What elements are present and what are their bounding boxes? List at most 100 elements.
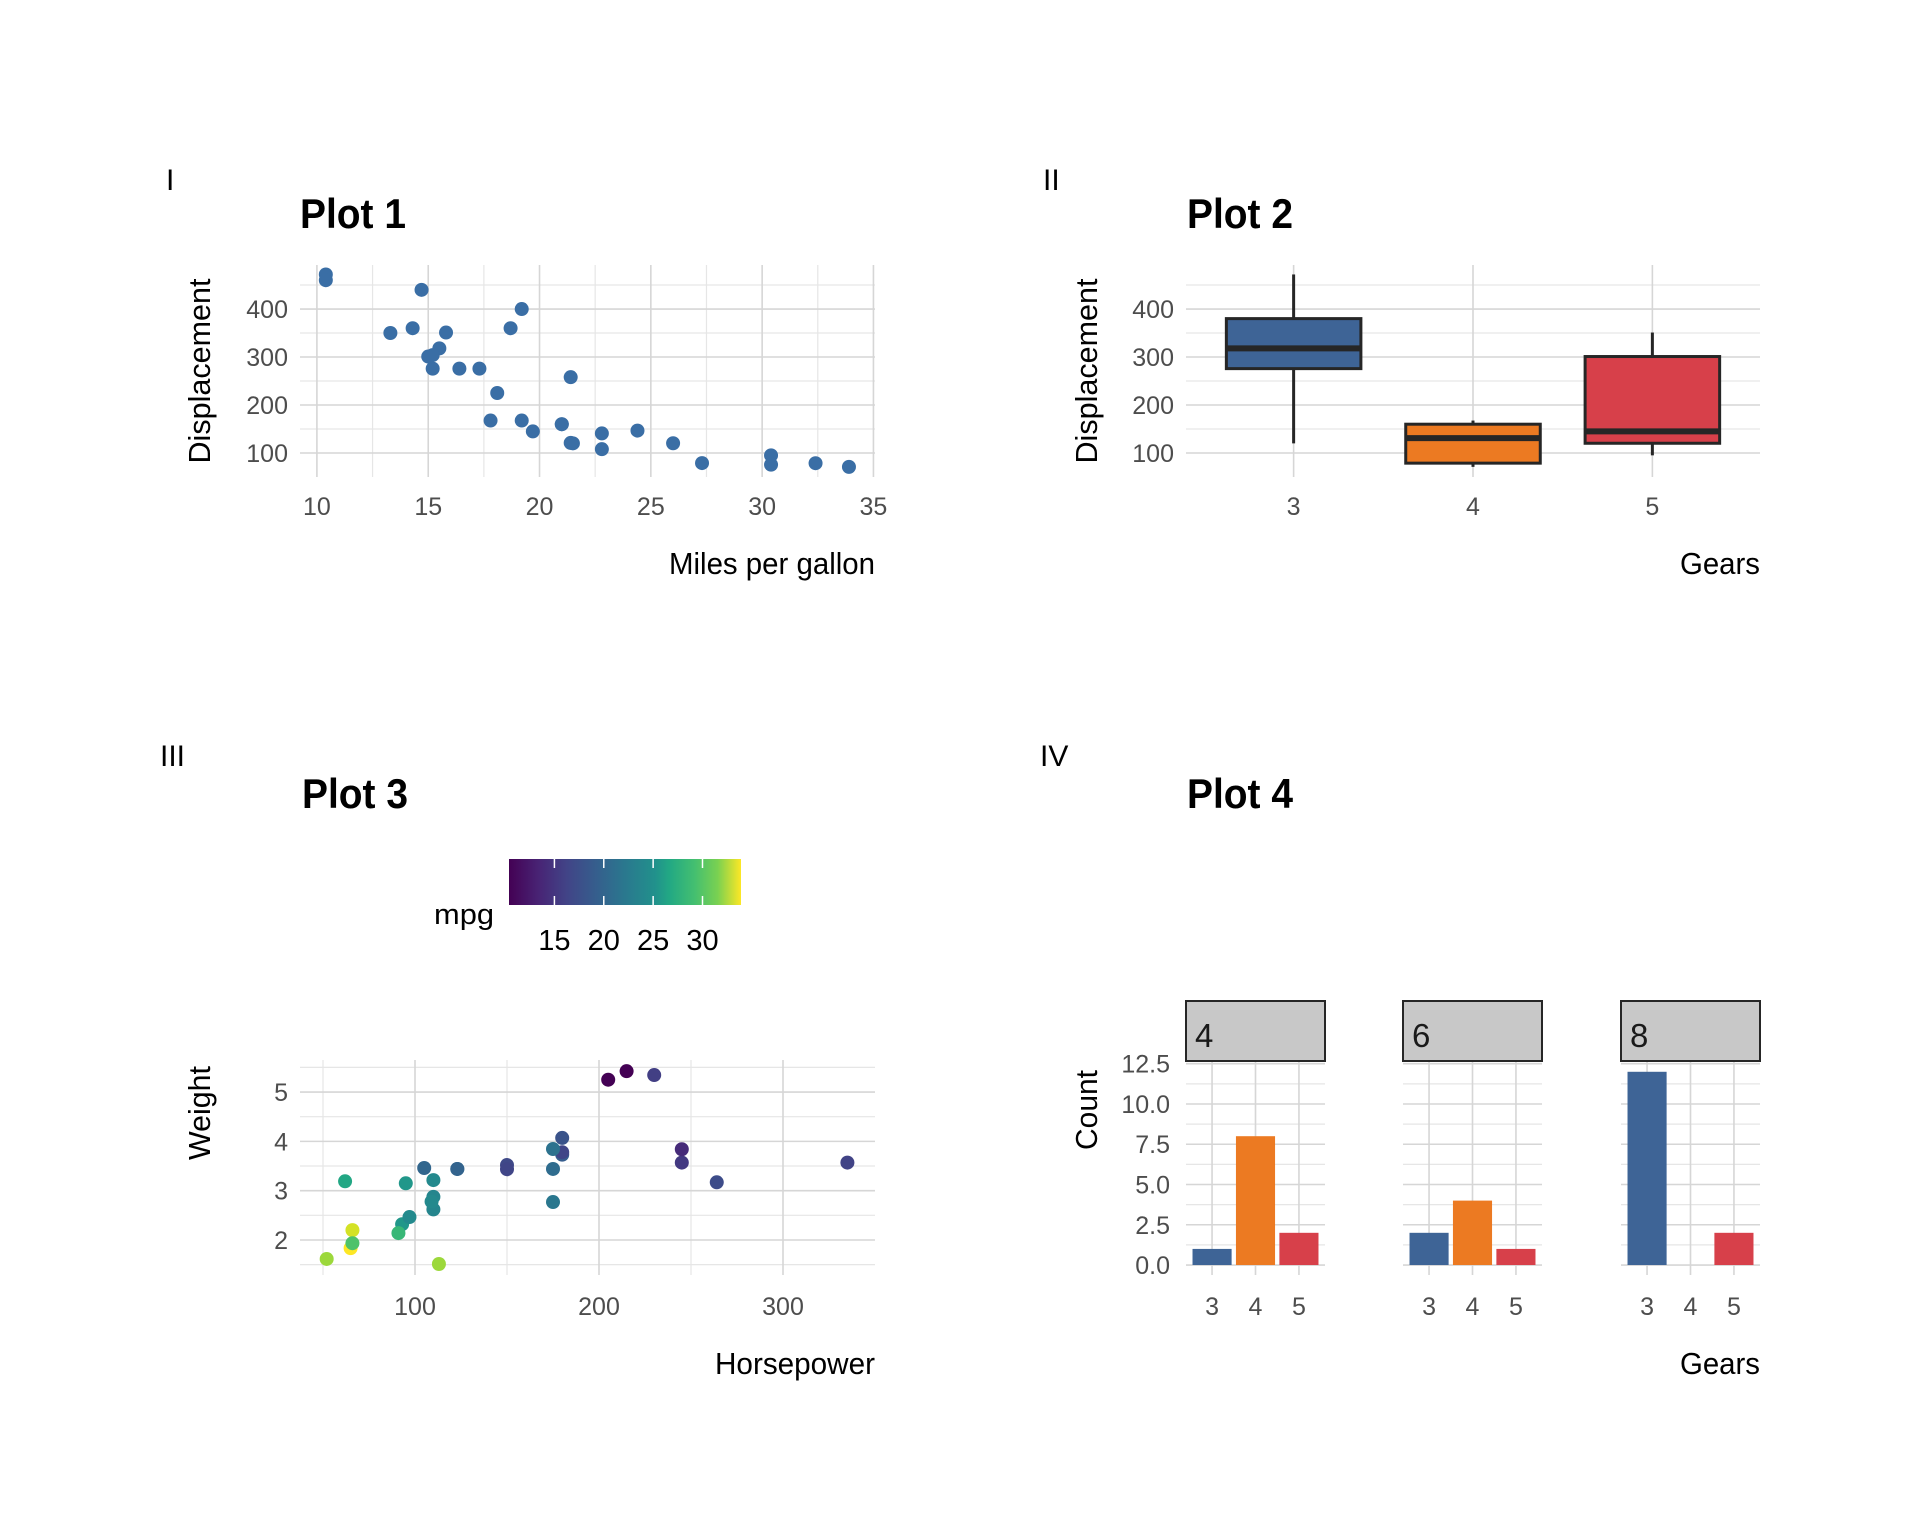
data-point xyxy=(525,424,540,439)
plot3-y-tick-labels: 2 3 4 5 xyxy=(274,1079,288,1255)
x-tick-label: 3 xyxy=(1287,493,1301,521)
plot4-y-axis-label: Count xyxy=(1069,1070,1104,1150)
x-tick-label: 35 xyxy=(860,493,888,521)
plot1-x-tick-labels: 10 15 20 25 30 35 xyxy=(303,493,887,521)
x-tick-label: 3 xyxy=(1205,1293,1219,1321)
data-point xyxy=(405,321,420,336)
data-point xyxy=(431,1257,446,1272)
data-point xyxy=(500,1162,514,1177)
plot3-x-tick-labels: 100 200 300 xyxy=(394,1293,804,1321)
plot2-boxes xyxy=(1224,274,1722,467)
data-point xyxy=(808,456,823,471)
y-tick-label: 0.0 xyxy=(1135,1252,1170,1280)
y-tick-label: 400 xyxy=(1132,296,1174,324)
x-tick-label: 100 xyxy=(394,1293,436,1321)
y-tick-label: 200 xyxy=(246,392,288,420)
box-iqr xyxy=(1404,422,1542,465)
facet-strip-label: 6 xyxy=(1412,1017,1430,1054)
box-3 xyxy=(1224,274,1363,444)
plot3-title: Plot 3 xyxy=(302,770,408,817)
colorbar-tick-label: 30 xyxy=(686,925,718,957)
plot4-faceted-bars: 0.02.55.07.510.012.5 43 4 563 4 583 4 5 Count … xyxy=(1069,1000,1761,1381)
facet-strip xyxy=(1620,1000,1761,1062)
colorbar-tick-label: 25 xyxy=(637,925,669,957)
data-point xyxy=(674,1155,689,1170)
colorbar-tick-label: 15 xyxy=(538,925,570,957)
y-tick-label: 100 xyxy=(1132,440,1174,468)
plot2-boxplot: 100 200 300 400 3 4 5 Displacement Gears xyxy=(1069,265,1760,581)
facet-strip xyxy=(1185,1000,1326,1062)
plot4-facets: 4 3 4 5 6 3 4 5 8 3 4 5 xyxy=(1185,1000,1761,1321)
x-tick-label: 4 xyxy=(1466,1293,1480,1321)
data-point xyxy=(450,1161,465,1176)
x-tick-label: 15 xyxy=(414,493,442,521)
colorbar-tick-label: 20 xyxy=(588,925,620,957)
data-point xyxy=(764,448,779,463)
data-point xyxy=(391,1226,406,1241)
data-point xyxy=(674,1142,689,1157)
data-point xyxy=(483,413,498,428)
facet-6: 6 3 4 5 xyxy=(1402,1000,1543,1321)
plot1-points xyxy=(318,267,856,474)
data-point xyxy=(490,386,505,401)
x-tick-label: 5 xyxy=(1727,1293,1741,1321)
data-point xyxy=(840,1155,855,1170)
data-point xyxy=(546,1161,560,1176)
data-point xyxy=(563,370,578,385)
data-point xyxy=(417,1160,432,1175)
data-point xyxy=(414,282,429,297)
bar-gear-5 xyxy=(1279,1232,1319,1266)
data-point xyxy=(424,1194,439,1209)
x-tick-label: 25 xyxy=(637,493,665,521)
bar-gear-3 xyxy=(1409,1232,1449,1266)
facet-8: 8 3 4 5 xyxy=(1620,1000,1761,1321)
data-point xyxy=(514,413,529,428)
bar-gear-5 xyxy=(1496,1248,1536,1266)
x-tick-label: 10 xyxy=(303,493,331,521)
x-tick-label: 4 xyxy=(1684,1293,1698,1321)
panel-tag-3: III xyxy=(160,740,185,773)
data-point xyxy=(338,1174,353,1189)
x-tick-label: 20 xyxy=(526,493,554,521)
data-point xyxy=(398,1176,413,1191)
data-point xyxy=(555,1130,570,1145)
colorbar-ticks: 15 20 25 30 xyxy=(538,859,719,957)
bar-gear-3 xyxy=(1192,1248,1232,1266)
x-tick-label: 3 xyxy=(1422,1293,1436,1321)
plot1-y-axis-label: Displacement xyxy=(182,278,217,463)
facet-strip xyxy=(1402,1000,1543,1062)
data-point xyxy=(546,1195,560,1210)
data-point xyxy=(630,423,645,438)
x-tick-label: 30 xyxy=(748,493,776,521)
data-point xyxy=(402,1210,417,1225)
x-tick-label: 5 xyxy=(1645,493,1659,521)
bar-gear-3 xyxy=(1627,1071,1667,1266)
data-point xyxy=(594,426,609,441)
data-point xyxy=(546,1142,560,1157)
y-tick-label: 3 xyxy=(274,1178,288,1206)
data-point xyxy=(647,1068,662,1083)
plot4-title: Plot 4 xyxy=(1187,770,1294,817)
plot3-gridlines xyxy=(300,1060,875,1275)
plot3-scatter: mpg 15 20 25 30 2 3 4 5 100 200 300 xyxy=(182,859,875,1381)
bar-gear-4 xyxy=(1235,1136,1276,1266)
plot2-title: Plot 2 xyxy=(1187,190,1293,237)
x-tick-label: 3 xyxy=(1640,1293,1654,1321)
plot2-y-axis-label: Displacement xyxy=(1069,278,1104,463)
x-tick-label: 5 xyxy=(1292,1293,1306,1321)
data-point xyxy=(345,1223,360,1238)
x-tick-label: 200 xyxy=(578,1293,620,1321)
data-point xyxy=(426,1173,441,1188)
data-point xyxy=(666,436,681,451)
y-tick-label: 400 xyxy=(246,296,288,324)
box-iqr xyxy=(1224,317,1363,371)
plot1-y-tick-labels: 100 200 300 400 xyxy=(246,296,288,468)
data-point xyxy=(709,1175,724,1190)
data-point xyxy=(601,1072,616,1087)
box-4 xyxy=(1404,420,1542,467)
y-tick-label: 4 xyxy=(274,1128,288,1156)
data-point xyxy=(514,302,529,317)
plot3-colorbar-legend: mpg 15 20 25 30 xyxy=(434,859,741,957)
plot4-y-tick-labels: 0.0 2.5 5.0 7.5 10.0 12.5 xyxy=(1121,1051,1170,1280)
